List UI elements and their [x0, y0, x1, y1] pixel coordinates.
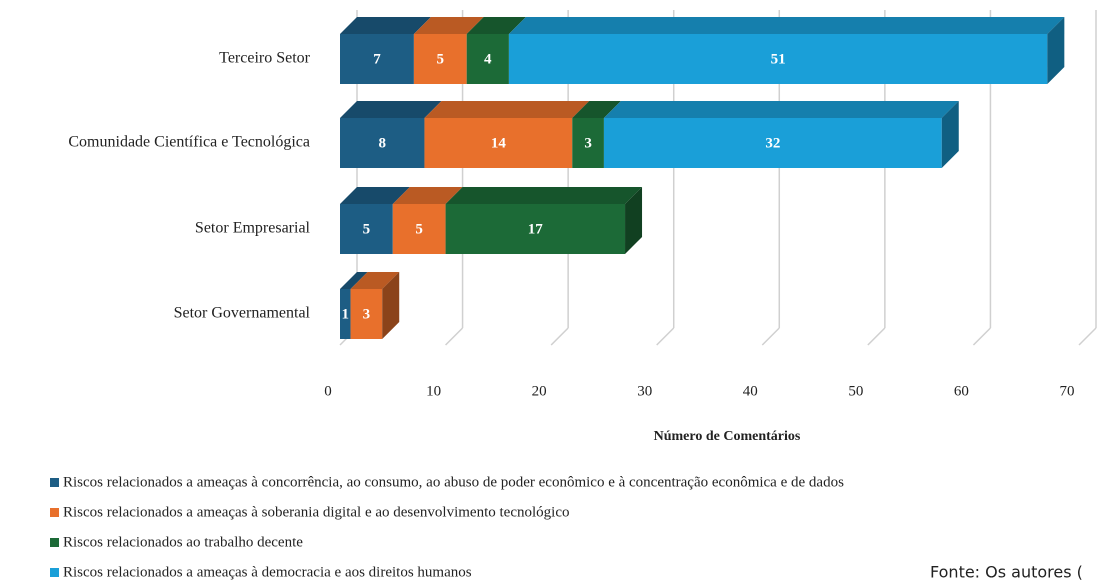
data-label: 3 [584, 135, 592, 151]
legend-label: Riscos relacionados a ameaças à soberani… [63, 504, 569, 520]
bar [340, 289, 351, 339]
data-label: 3 [363, 306, 371, 322]
bar-top [340, 272, 368, 289]
bar-top [508, 17, 1065, 34]
data-label: 5 [415, 221, 423, 237]
bar [424, 118, 573, 168]
bar-top [350, 272, 400, 289]
data-label: 5 [363, 221, 371, 237]
bar-side [941, 101, 959, 168]
category-label: Setor Governamental [174, 305, 311, 322]
x-tick-label: 30 [637, 383, 652, 399]
bar-top [603, 101, 959, 118]
grid-floor-line [445, 327, 464, 346]
data-label: 32 [765, 135, 780, 151]
x-tick-label: 70 [1060, 383, 1075, 399]
x-axis-label: Número de Comentários [654, 429, 801, 444]
grid-floor-line [972, 327, 991, 346]
bar-side [382, 272, 400, 339]
bar-top [340, 17, 431, 34]
bar [445, 204, 626, 254]
grid-floor-line [550, 327, 569, 346]
data-label: 1 [342, 306, 350, 322]
legend-swatch [50, 568, 59, 577]
bar-top [392, 187, 463, 204]
bar [508, 34, 1048, 84]
bar [466, 34, 509, 84]
bar [413, 34, 467, 84]
bar [340, 204, 393, 254]
bar-side [625, 187, 643, 254]
bar-top [424, 101, 590, 118]
data-label: 4 [484, 51, 492, 67]
bar-top [572, 101, 621, 118]
bar-top [413, 17, 484, 34]
bar-top [445, 187, 643, 204]
bar [603, 118, 942, 168]
data-label: 51 [771, 51, 786, 67]
x-tick-label: 20 [532, 383, 547, 399]
data-label: 14 [491, 135, 507, 151]
x-tick-label: 10 [426, 383, 441, 399]
grid-floor-line [867, 327, 886, 346]
category-label: Terceiro Setor [219, 50, 311, 67]
grid-floor-line [1078, 327, 1097, 346]
data-label: 5 [437, 51, 445, 67]
bar-top [340, 187, 410, 204]
bar-top [466, 17, 526, 34]
legend-label: Riscos relacionados a ameaças à concorrê… [63, 474, 844, 490]
legend-swatch [50, 478, 59, 487]
x-tick-label: 40 [743, 383, 758, 399]
bar [572, 118, 604, 168]
grid-floor-line [656, 327, 675, 346]
legend-swatch [50, 538, 59, 547]
data-label: 7 [373, 51, 381, 67]
bar [340, 34, 414, 84]
bar-side [1047, 17, 1065, 84]
grid-floor-line [761, 327, 780, 346]
bar [350, 289, 383, 339]
x-tick-label: 50 [848, 383, 863, 399]
legend-swatch [50, 508, 59, 517]
bar-top [340, 101, 442, 118]
category-label: Setor Empresarial [195, 220, 311, 237]
legend-label: Riscos relacionados ao trabalho decente [63, 534, 303, 550]
bar [340, 118, 425, 168]
x-tick-label: 0 [324, 383, 332, 399]
bar [392, 204, 446, 254]
category-label: Comunidade Científica e Tecnológica [68, 134, 310, 151]
x-tick-label: 60 [954, 383, 969, 399]
data-label: 17 [528, 221, 544, 237]
data-label: 8 [378, 135, 386, 151]
source: Fonte: Os autores ( [930, 563, 1083, 581]
legend-label: Riscos relacionados a ameaças à democrac… [63, 564, 472, 580]
